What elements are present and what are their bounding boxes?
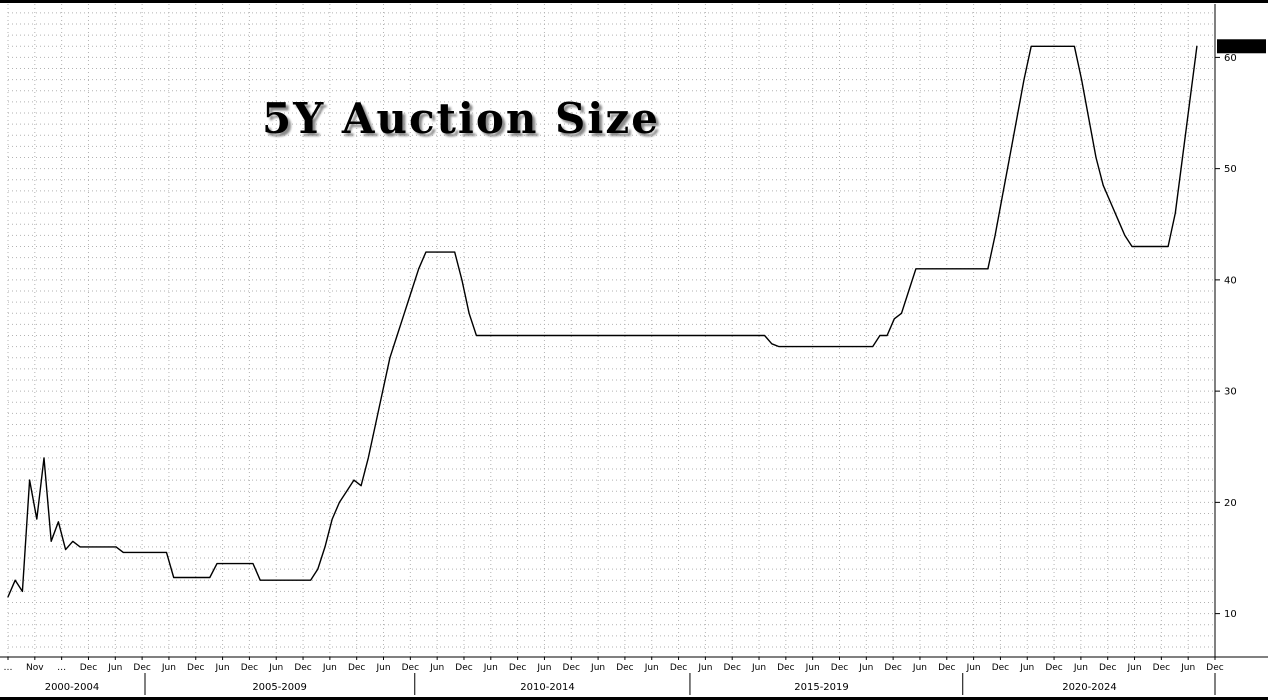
auction-size-line xyxy=(7,45,1198,598)
x-axis-month-label: Jun xyxy=(215,663,230,673)
x-axis-month-label: Jun xyxy=(590,663,605,673)
chart-frame-bottom xyxy=(0,697,1268,700)
x-axis-month-label: Dec xyxy=(294,663,311,673)
x-axis-year-range-label: 2000-2004 xyxy=(45,682,100,693)
x-axis-month-label: Jun xyxy=(268,663,283,673)
chart-frame-top xyxy=(0,0,1268,3)
y-axis-tick-label: 20 xyxy=(1224,498,1237,509)
x-axis-month-label: Dec xyxy=(509,663,526,673)
x-axis-month-label: Jun xyxy=(751,663,766,673)
y-axis-tick-label: 60 xyxy=(1224,53,1237,64)
x-axis-month-label: Dec xyxy=(1045,663,1062,673)
x-axis-month-label: Jun xyxy=(429,663,444,673)
last-value-label: 61.000 xyxy=(1222,42,1261,53)
x-axis-month-label: Jun xyxy=(1019,663,1034,673)
x-axis-year-range-label: 2015-2019 xyxy=(794,682,849,693)
x-axis-month-label: Dec xyxy=(133,663,150,673)
x-axis-month-label: Dec xyxy=(992,663,1009,673)
x-axis-month-label: Jun xyxy=(858,663,873,673)
x-axis-month-label: Dec xyxy=(187,663,204,673)
x-axis-month-label: Dec xyxy=(80,663,97,673)
x-axis-month-label: Jun xyxy=(1127,663,1142,673)
x-axis-month-label: Jun xyxy=(1180,663,1195,673)
x-axis-month-label: Dec xyxy=(616,663,633,673)
x-axis-month-label: Dec xyxy=(563,663,580,673)
x-axis-month-label: Jun xyxy=(107,663,122,673)
y-axis-tick-label: 30 xyxy=(1224,387,1237,398)
x-axis-month-label: Jun xyxy=(966,663,981,673)
x-axis-month-label: Dec xyxy=(831,663,848,673)
chart-title: 5Y Auction Size xyxy=(262,94,660,143)
x-axis-month-label: Dec xyxy=(241,663,258,673)
last-value-box xyxy=(1217,39,1266,54)
x-axis-month-label: … xyxy=(57,663,66,673)
x-axis-month-label: Dec xyxy=(455,663,472,673)
y-axis-tick-label: 10 xyxy=(1224,609,1237,620)
x-axis-month-label: Jun xyxy=(483,663,498,673)
x-axis-month-label: Nov xyxy=(26,663,44,673)
x-axis-month-label: Dec xyxy=(777,663,794,673)
x-axis-month-label: … xyxy=(4,663,13,673)
x-axis-month-label: Jun xyxy=(1073,663,1088,673)
x-axis-month-label: Dec xyxy=(1099,663,1116,673)
x-axis-year-range-label: 2020-2024 xyxy=(1062,682,1117,693)
x-axis-month-label: Jun xyxy=(644,663,659,673)
x-axis-month-label: Dec xyxy=(348,663,365,673)
x-axis-month-label: Dec xyxy=(723,663,740,673)
x-axis-month-label: Dec xyxy=(402,663,419,673)
x-axis-month-label: Jun xyxy=(697,663,712,673)
x-axis-month-label: Dec xyxy=(938,663,955,673)
x-axis-month-label: Jun xyxy=(805,663,820,673)
x-axis-month-label: Dec xyxy=(670,663,687,673)
x-axis-year-range-label: 2005-2009 xyxy=(252,682,307,693)
y-axis-tick-label: 40 xyxy=(1224,275,1237,286)
x-axis-month-label: Jun xyxy=(322,663,337,673)
x-axis-year-range-label: 2010-2014 xyxy=(520,682,575,693)
x-axis-month-label: Dec xyxy=(884,663,901,673)
x-axis-month-label: Jun xyxy=(536,663,551,673)
x-axis-month-label: Jun xyxy=(375,663,390,673)
y-axis-tick-label: 50 xyxy=(1224,164,1237,175)
x-axis-month-label: Jun xyxy=(912,663,927,673)
x-axis-month-label: Dec xyxy=(1206,663,1223,673)
x-axis-month-label: Jun xyxy=(161,663,176,673)
x-axis-month-label: Dec xyxy=(1153,663,1170,673)
